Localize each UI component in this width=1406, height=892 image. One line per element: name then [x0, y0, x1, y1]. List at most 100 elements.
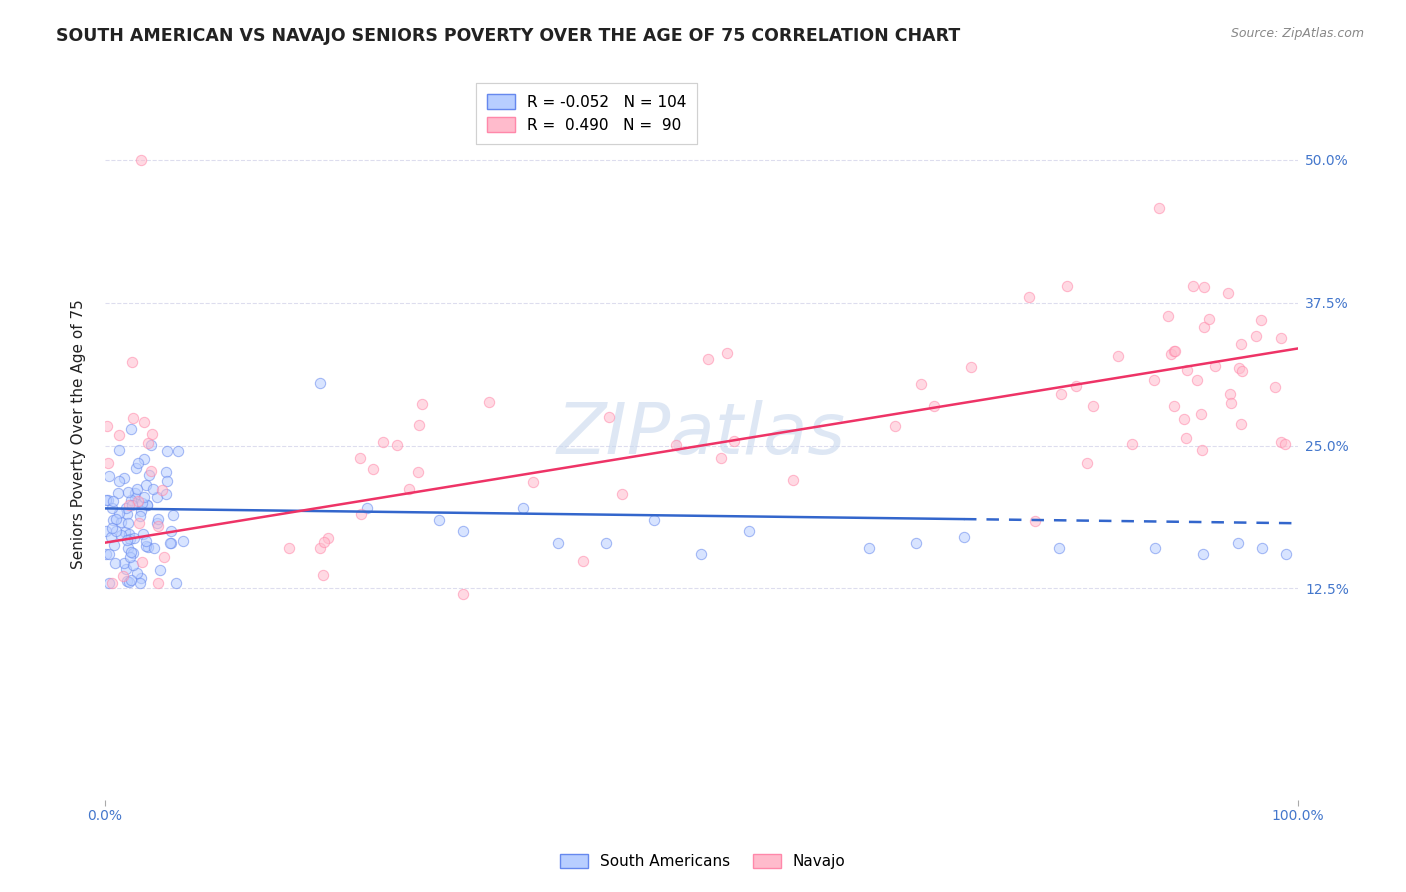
Navajo	[132, 415, 155, 429]
Navajo	[572, 554, 595, 568]
South Americans	[512, 501, 534, 516]
South Americans	[104, 556, 127, 570]
Navajo	[406, 465, 429, 479]
Navajo	[1270, 331, 1292, 345]
South Americans	[690, 547, 713, 561]
Navajo	[1274, 437, 1296, 451]
Navajo	[1160, 347, 1182, 361]
South Americans	[120, 545, 142, 559]
Navajo	[131, 555, 153, 569]
Navajo	[1189, 407, 1212, 421]
Navajo	[1143, 373, 1166, 387]
South Americans	[103, 537, 125, 551]
South Americans	[98, 469, 121, 483]
South Americans	[905, 535, 928, 549]
South Americans	[121, 558, 143, 572]
Navajo	[127, 493, 149, 508]
South Americans	[127, 497, 149, 511]
South Americans	[738, 524, 761, 539]
Navajo	[146, 575, 169, 590]
Navajo	[612, 487, 634, 501]
South Americans	[115, 574, 138, 589]
Navajo	[1204, 359, 1226, 373]
South Americans	[96, 548, 118, 562]
Navajo	[1024, 515, 1046, 529]
South Americans	[135, 478, 157, 492]
Navajo	[910, 376, 932, 391]
Navajo	[922, 400, 945, 414]
South Americans	[112, 470, 135, 484]
South Americans	[97, 547, 120, 561]
South Americans	[115, 533, 138, 548]
South Americans	[117, 485, 139, 500]
Navajo	[782, 473, 804, 487]
South Americans	[121, 546, 143, 560]
South Americans	[1191, 547, 1213, 561]
South Americans	[146, 490, 169, 504]
Navajo	[1219, 387, 1241, 401]
Navajo	[97, 456, 120, 470]
Navajo	[1246, 329, 1268, 343]
Navajo	[1181, 279, 1204, 293]
South Americans	[308, 376, 330, 390]
South Americans	[120, 493, 142, 508]
Navajo	[316, 532, 339, 546]
South Americans	[136, 540, 159, 554]
Navajo	[1230, 337, 1253, 351]
South Americans	[115, 500, 138, 515]
South Americans	[165, 575, 187, 590]
South Americans	[129, 504, 152, 518]
Navajo	[1050, 387, 1073, 401]
South Americans	[96, 524, 118, 539]
Navajo	[1076, 456, 1098, 470]
South Americans	[132, 527, 155, 541]
South Americans	[356, 501, 378, 516]
Navajo	[129, 153, 152, 167]
Navajo	[1147, 201, 1170, 215]
Navajo	[1192, 280, 1215, 294]
Navajo	[453, 587, 475, 601]
South Americans	[127, 456, 149, 470]
Navajo	[350, 507, 373, 521]
Navajo	[1216, 285, 1239, 300]
Navajo	[1270, 435, 1292, 450]
South Americans	[120, 549, 142, 564]
South Americans	[104, 512, 127, 526]
Navajo	[1191, 442, 1213, 457]
South Americans	[124, 485, 146, 500]
South Americans	[101, 501, 124, 516]
Navajo	[1064, 379, 1087, 393]
South Americans	[451, 524, 474, 539]
South Americans	[110, 528, 132, 542]
Navajo	[1198, 311, 1220, 326]
Navajo	[96, 419, 118, 434]
Navajo	[1230, 417, 1253, 431]
South Americans	[142, 482, 165, 496]
South Americans	[101, 513, 124, 527]
Text: SOUTH AMERICAN VS NAVAJO SENIORS POVERTY OVER THE AGE OF 75 CORRELATION CHART: SOUTH AMERICAN VS NAVAJO SENIORS POVERTY…	[56, 27, 960, 45]
South Americans	[1227, 535, 1250, 549]
Y-axis label: Seniors Poverty Over the Age of 75: Seniors Poverty Over the Age of 75	[72, 299, 86, 569]
South Americans	[131, 496, 153, 510]
South Americans	[136, 499, 159, 513]
South Americans	[107, 486, 129, 500]
Navajo	[112, 569, 135, 583]
Navajo	[598, 409, 620, 424]
Navajo	[1227, 360, 1250, 375]
South Americans	[159, 535, 181, 549]
South Americans	[122, 531, 145, 545]
South Americans	[117, 541, 139, 556]
Navajo	[1156, 310, 1178, 324]
South Americans	[129, 509, 152, 524]
South Americans	[143, 541, 166, 555]
South Americans	[125, 566, 148, 581]
South Americans	[96, 493, 118, 508]
South Americans	[120, 573, 142, 587]
South Americans	[112, 556, 135, 570]
South Americans	[118, 526, 141, 541]
Navajo	[1230, 364, 1253, 378]
Navajo	[1163, 343, 1185, 358]
South Americans	[124, 491, 146, 505]
South Americans	[132, 490, 155, 504]
South Americans	[149, 563, 172, 577]
